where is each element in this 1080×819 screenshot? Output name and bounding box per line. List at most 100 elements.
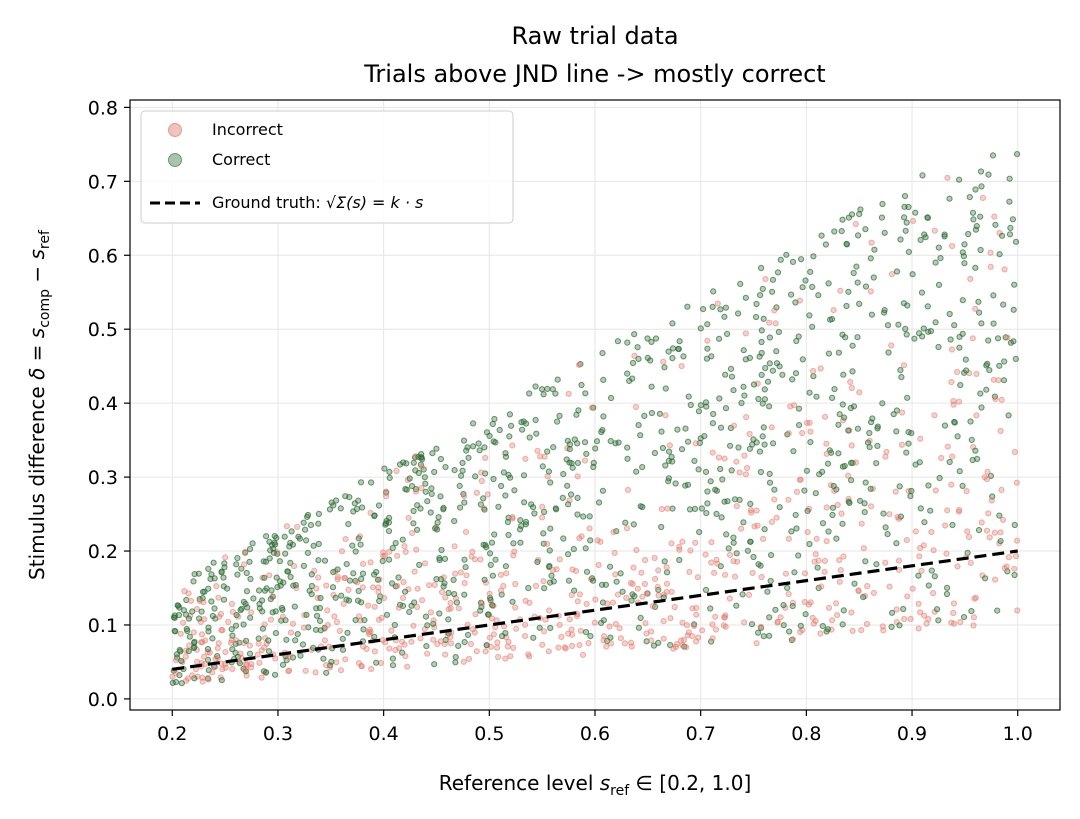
point-correct xyxy=(582,390,589,397)
point-correct xyxy=(896,622,903,629)
point-correct xyxy=(767,577,774,585)
point-correct xyxy=(320,655,327,662)
point-incorrect xyxy=(342,656,349,663)
point-correct xyxy=(691,457,698,464)
point-incorrect xyxy=(430,636,437,643)
point-incorrect xyxy=(736,469,743,476)
point-incorrect xyxy=(205,676,212,683)
point-correct xyxy=(697,435,704,442)
point-correct xyxy=(526,390,533,397)
point-correct xyxy=(286,543,293,550)
point-correct xyxy=(359,570,367,577)
point-incorrect xyxy=(568,591,575,599)
point-correct xyxy=(900,300,908,307)
point-correct xyxy=(855,232,862,239)
point-correct xyxy=(702,586,710,594)
point-correct xyxy=(839,520,846,527)
point-correct xyxy=(355,587,362,595)
point-incorrect xyxy=(358,663,365,670)
point-incorrect xyxy=(692,539,699,546)
point-incorrect xyxy=(1014,537,1021,544)
point-incorrect xyxy=(833,600,840,607)
point-correct xyxy=(506,411,513,418)
point-correct xyxy=(489,420,496,428)
point-correct xyxy=(935,343,942,351)
point-incorrect xyxy=(867,503,875,510)
y-tick-label: 0.1 xyxy=(88,615,118,637)
point-incorrect xyxy=(576,591,584,598)
point-correct xyxy=(442,464,449,471)
point-correct xyxy=(884,531,891,538)
point-correct xyxy=(277,578,284,585)
point-correct xyxy=(905,248,913,255)
point-correct xyxy=(450,576,457,584)
x-tick-label: 1.0 xyxy=(1003,723,1033,745)
point-incorrect xyxy=(722,612,729,619)
point-incorrect xyxy=(1011,448,1019,456)
point-correct xyxy=(838,228,845,235)
point-correct xyxy=(941,231,948,238)
point-incorrect xyxy=(774,619,781,626)
point-incorrect xyxy=(632,403,640,411)
point-correct xyxy=(651,449,659,457)
point-incorrect xyxy=(915,625,922,632)
point-correct xyxy=(220,583,227,590)
point-incorrect xyxy=(670,645,677,652)
point-incorrect xyxy=(442,651,449,658)
point-incorrect xyxy=(326,643,333,650)
point-correct xyxy=(484,611,492,618)
point-correct xyxy=(355,497,362,504)
point-incorrect xyxy=(991,213,998,220)
point-correct xyxy=(905,440,912,447)
point-correct xyxy=(665,478,672,485)
point-incorrect xyxy=(709,621,716,628)
point-incorrect xyxy=(383,488,390,495)
point-incorrect xyxy=(668,588,675,596)
point-correct xyxy=(332,594,339,601)
point-correct xyxy=(243,569,250,577)
point-correct xyxy=(600,413,607,420)
point-incorrect xyxy=(315,574,322,581)
point-correct xyxy=(357,541,364,548)
point-correct xyxy=(853,263,860,270)
point-incorrect xyxy=(484,491,491,498)
point-incorrect xyxy=(825,604,833,611)
point-correct xyxy=(326,506,333,513)
point-correct xyxy=(707,478,714,485)
point-correct xyxy=(317,594,324,602)
point-correct xyxy=(545,468,553,475)
point-correct xyxy=(459,467,466,474)
point-incorrect xyxy=(312,669,319,676)
point-correct xyxy=(733,550,740,557)
point-correct xyxy=(812,490,819,497)
point-incorrect xyxy=(462,528,470,536)
point-correct xyxy=(455,642,462,650)
point-correct xyxy=(954,433,961,440)
point-correct xyxy=(652,335,660,342)
point-incorrect xyxy=(898,409,906,416)
point-correct xyxy=(990,292,997,299)
point-correct xyxy=(461,591,468,598)
point-correct xyxy=(755,561,762,568)
point-incorrect xyxy=(333,659,340,666)
point-incorrect xyxy=(201,653,208,660)
point-correct xyxy=(956,176,963,183)
point-correct xyxy=(592,445,599,452)
point-incorrect xyxy=(967,559,974,567)
point-incorrect xyxy=(642,620,649,627)
point-correct xyxy=(839,401,846,408)
point-incorrect xyxy=(743,414,750,421)
point-incorrect xyxy=(950,609,957,617)
point-incorrect xyxy=(930,547,937,554)
point-incorrect xyxy=(537,453,544,460)
point-correct xyxy=(728,467,735,474)
point-correct xyxy=(477,607,484,614)
point-incorrect xyxy=(978,519,985,526)
point-incorrect xyxy=(412,488,420,495)
point-correct xyxy=(766,403,773,410)
point-incorrect xyxy=(664,505,671,512)
point-correct xyxy=(221,564,228,571)
point-correct xyxy=(343,561,350,568)
point-correct xyxy=(184,627,191,635)
